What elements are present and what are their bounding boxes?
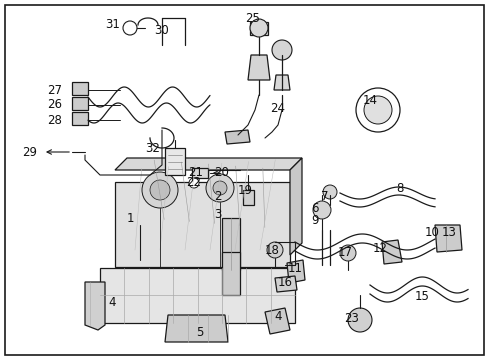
Text: 20: 20 xyxy=(214,166,229,180)
Polygon shape xyxy=(249,22,267,35)
Polygon shape xyxy=(85,282,105,330)
Text: 17: 17 xyxy=(337,247,352,260)
Circle shape xyxy=(363,96,391,124)
Text: 5: 5 xyxy=(196,325,203,338)
Circle shape xyxy=(339,245,355,261)
Text: 12: 12 xyxy=(372,242,386,255)
Polygon shape xyxy=(164,315,227,342)
Text: 27: 27 xyxy=(47,84,62,96)
Text: 6: 6 xyxy=(311,202,318,215)
Text: 8: 8 xyxy=(395,181,403,194)
Circle shape xyxy=(323,185,336,199)
Text: 21: 21 xyxy=(188,166,203,180)
Text: 16: 16 xyxy=(277,275,292,288)
Polygon shape xyxy=(273,75,289,90)
Text: 1: 1 xyxy=(126,211,134,225)
Text: 30: 30 xyxy=(154,23,169,36)
Polygon shape xyxy=(224,130,249,144)
Polygon shape xyxy=(222,218,240,270)
Polygon shape xyxy=(286,260,305,283)
Text: 32: 32 xyxy=(145,141,160,154)
Text: 31: 31 xyxy=(105,18,120,31)
Polygon shape xyxy=(72,112,88,125)
Circle shape xyxy=(249,19,267,37)
Text: 26: 26 xyxy=(47,99,62,112)
Polygon shape xyxy=(289,158,302,255)
Polygon shape xyxy=(434,225,461,252)
Circle shape xyxy=(347,308,371,332)
Circle shape xyxy=(150,180,170,200)
Circle shape xyxy=(271,40,291,60)
Polygon shape xyxy=(264,308,289,334)
Text: 4: 4 xyxy=(108,296,116,309)
Polygon shape xyxy=(192,168,207,178)
Polygon shape xyxy=(381,240,401,264)
Polygon shape xyxy=(243,190,253,205)
Text: 14: 14 xyxy=(362,94,377,107)
Circle shape xyxy=(205,174,234,202)
Text: 25: 25 xyxy=(245,12,260,24)
Text: 24: 24 xyxy=(270,102,285,114)
Polygon shape xyxy=(115,182,289,267)
Circle shape xyxy=(213,181,226,195)
Circle shape xyxy=(142,172,178,208)
Text: 19: 19 xyxy=(237,184,252,197)
Polygon shape xyxy=(247,55,269,80)
Circle shape xyxy=(123,21,137,35)
Polygon shape xyxy=(72,82,88,95)
Text: 9: 9 xyxy=(311,213,318,226)
Circle shape xyxy=(312,201,330,219)
Text: 11: 11 xyxy=(287,261,302,274)
Text: 4: 4 xyxy=(274,310,281,324)
Polygon shape xyxy=(222,252,240,295)
Polygon shape xyxy=(100,268,294,323)
Circle shape xyxy=(355,88,399,132)
Text: 29: 29 xyxy=(22,145,38,158)
Text: 10: 10 xyxy=(424,226,439,239)
Text: 2: 2 xyxy=(214,190,221,203)
Text: 7: 7 xyxy=(321,189,328,202)
Text: 15: 15 xyxy=(414,291,428,303)
Polygon shape xyxy=(115,158,302,170)
Text: 13: 13 xyxy=(441,226,455,239)
Text: 18: 18 xyxy=(264,243,279,256)
Text: 22: 22 xyxy=(186,176,201,189)
Text: 28: 28 xyxy=(47,113,62,126)
Polygon shape xyxy=(72,97,88,110)
Text: 3: 3 xyxy=(214,208,221,221)
Text: 23: 23 xyxy=(344,311,359,324)
Circle shape xyxy=(266,242,283,258)
Polygon shape xyxy=(164,148,184,175)
Polygon shape xyxy=(274,276,296,292)
Circle shape xyxy=(189,178,199,188)
